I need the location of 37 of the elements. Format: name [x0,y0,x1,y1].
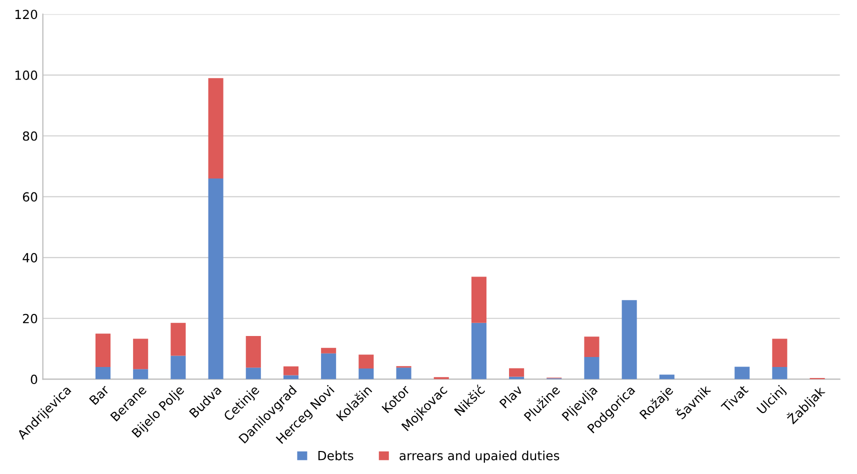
bar [396,368,412,380]
bar [584,336,600,357]
bar [734,366,750,380]
bar [772,367,788,380]
bar [358,354,374,369]
y-tick-label: 60 [22,192,38,202]
bar [283,366,298,376]
y-tick-label: 20 [23,314,38,324]
bar [208,178,224,380]
bar [95,367,111,380]
bar [321,348,336,354]
bar [471,322,486,380]
bar [283,375,298,380]
bar [471,276,486,323]
bar [133,338,148,370]
bar [659,374,674,380]
bar [622,300,637,380]
bar [95,334,111,368]
bar [208,78,224,178]
legend-label: Debts [318,450,354,460]
bar [246,368,261,380]
bar [509,368,524,377]
bar [358,368,374,380]
y-tick-label: 100 [16,70,38,80]
y-tick-label: 120 [16,10,38,20]
bar [584,356,600,380]
y-tick-label: 80 [22,131,38,141]
y-tick-label: 40 [22,253,38,262]
bar [133,369,148,380]
bar [321,353,336,380]
bar [170,322,186,356]
y-tick-label: 0 [30,374,38,384]
x-tick-label: Bar [89,384,110,406]
legend-label: arrears and upaied duties [400,450,560,463]
bar [170,356,186,380]
bar [246,336,261,368]
bar [772,338,788,368]
